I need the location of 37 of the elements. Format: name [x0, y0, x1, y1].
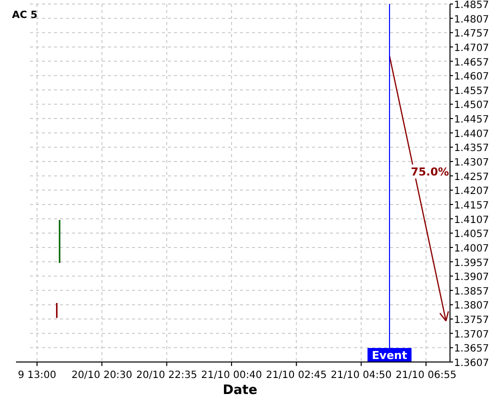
annotation: Event — [372, 349, 408, 362]
y-tick-label: 1.3707 — [454, 329, 489, 340]
y-tick-label: 1.4307 — [454, 158, 489, 169]
x-tick-label: 20/10 22:35 — [136, 370, 198, 381]
y-tick-label: 1.4757 — [454, 28, 489, 40]
x-tick-label: 9 13:00 — [18, 370, 56, 381]
x-tick-label: 21/10 00:40 — [201, 370, 262, 381]
x-tick-label: 21/10 04:50 — [330, 370, 392, 381]
y-tick-label: 1.4257 — [454, 172, 489, 183]
y-tick-label: 1.3757 — [454, 315, 489, 326]
y-tick-label: 1.3657 — [454, 344, 489, 355]
y-tick-label: 1.4357 — [454, 143, 489, 154]
y-tick-label: 1.4107 — [454, 214, 489, 226]
y-tick-label: 1.4707 — [454, 42, 489, 54]
x-tick-label: 20/10 20:30 — [71, 370, 132, 381]
y-tick-label: 1.3957 — [454, 258, 489, 269]
y-tick-label: 1.4607 — [454, 72, 489, 83]
y-tick-label: 1.4207 — [454, 186, 489, 198]
y-tick-label: 1.3807 — [454, 300, 489, 312]
y-tick-label: 1.4007 — [454, 243, 489, 254]
y-tick-label: 1.3607 — [454, 358, 489, 369]
y-tick-label: 1.4057 — [454, 229, 489, 240]
y-tick-label: 1.3857 — [454, 286, 489, 298]
x-tick-label: 21/10 06:55 — [396, 370, 456, 381]
y-tick-label: 1.4807 — [454, 14, 489, 26]
x-axis-title: Date — [222, 383, 258, 398]
y-tick-label: 1.4157 — [454, 200, 489, 212]
y-tick-label: 1.4407 — [454, 128, 489, 140]
y-tick-label: 1.4507 — [454, 100, 489, 112]
text: AC 5 — [12, 10, 38, 21]
y-tick-label: 1.4857 — [454, 0, 489, 11]
annotation: 75.0% — [410, 166, 449, 179]
y-tick-label: 1.4457 — [454, 114, 489, 126]
y-tick-label: 1.4557 — [454, 86, 489, 97]
y-tick-label: 1.3907 — [454, 272, 489, 284]
x-tick-label: 21/10 02:45 — [266, 370, 327, 381]
y-tick-label: 1.4657 — [454, 57, 489, 68]
